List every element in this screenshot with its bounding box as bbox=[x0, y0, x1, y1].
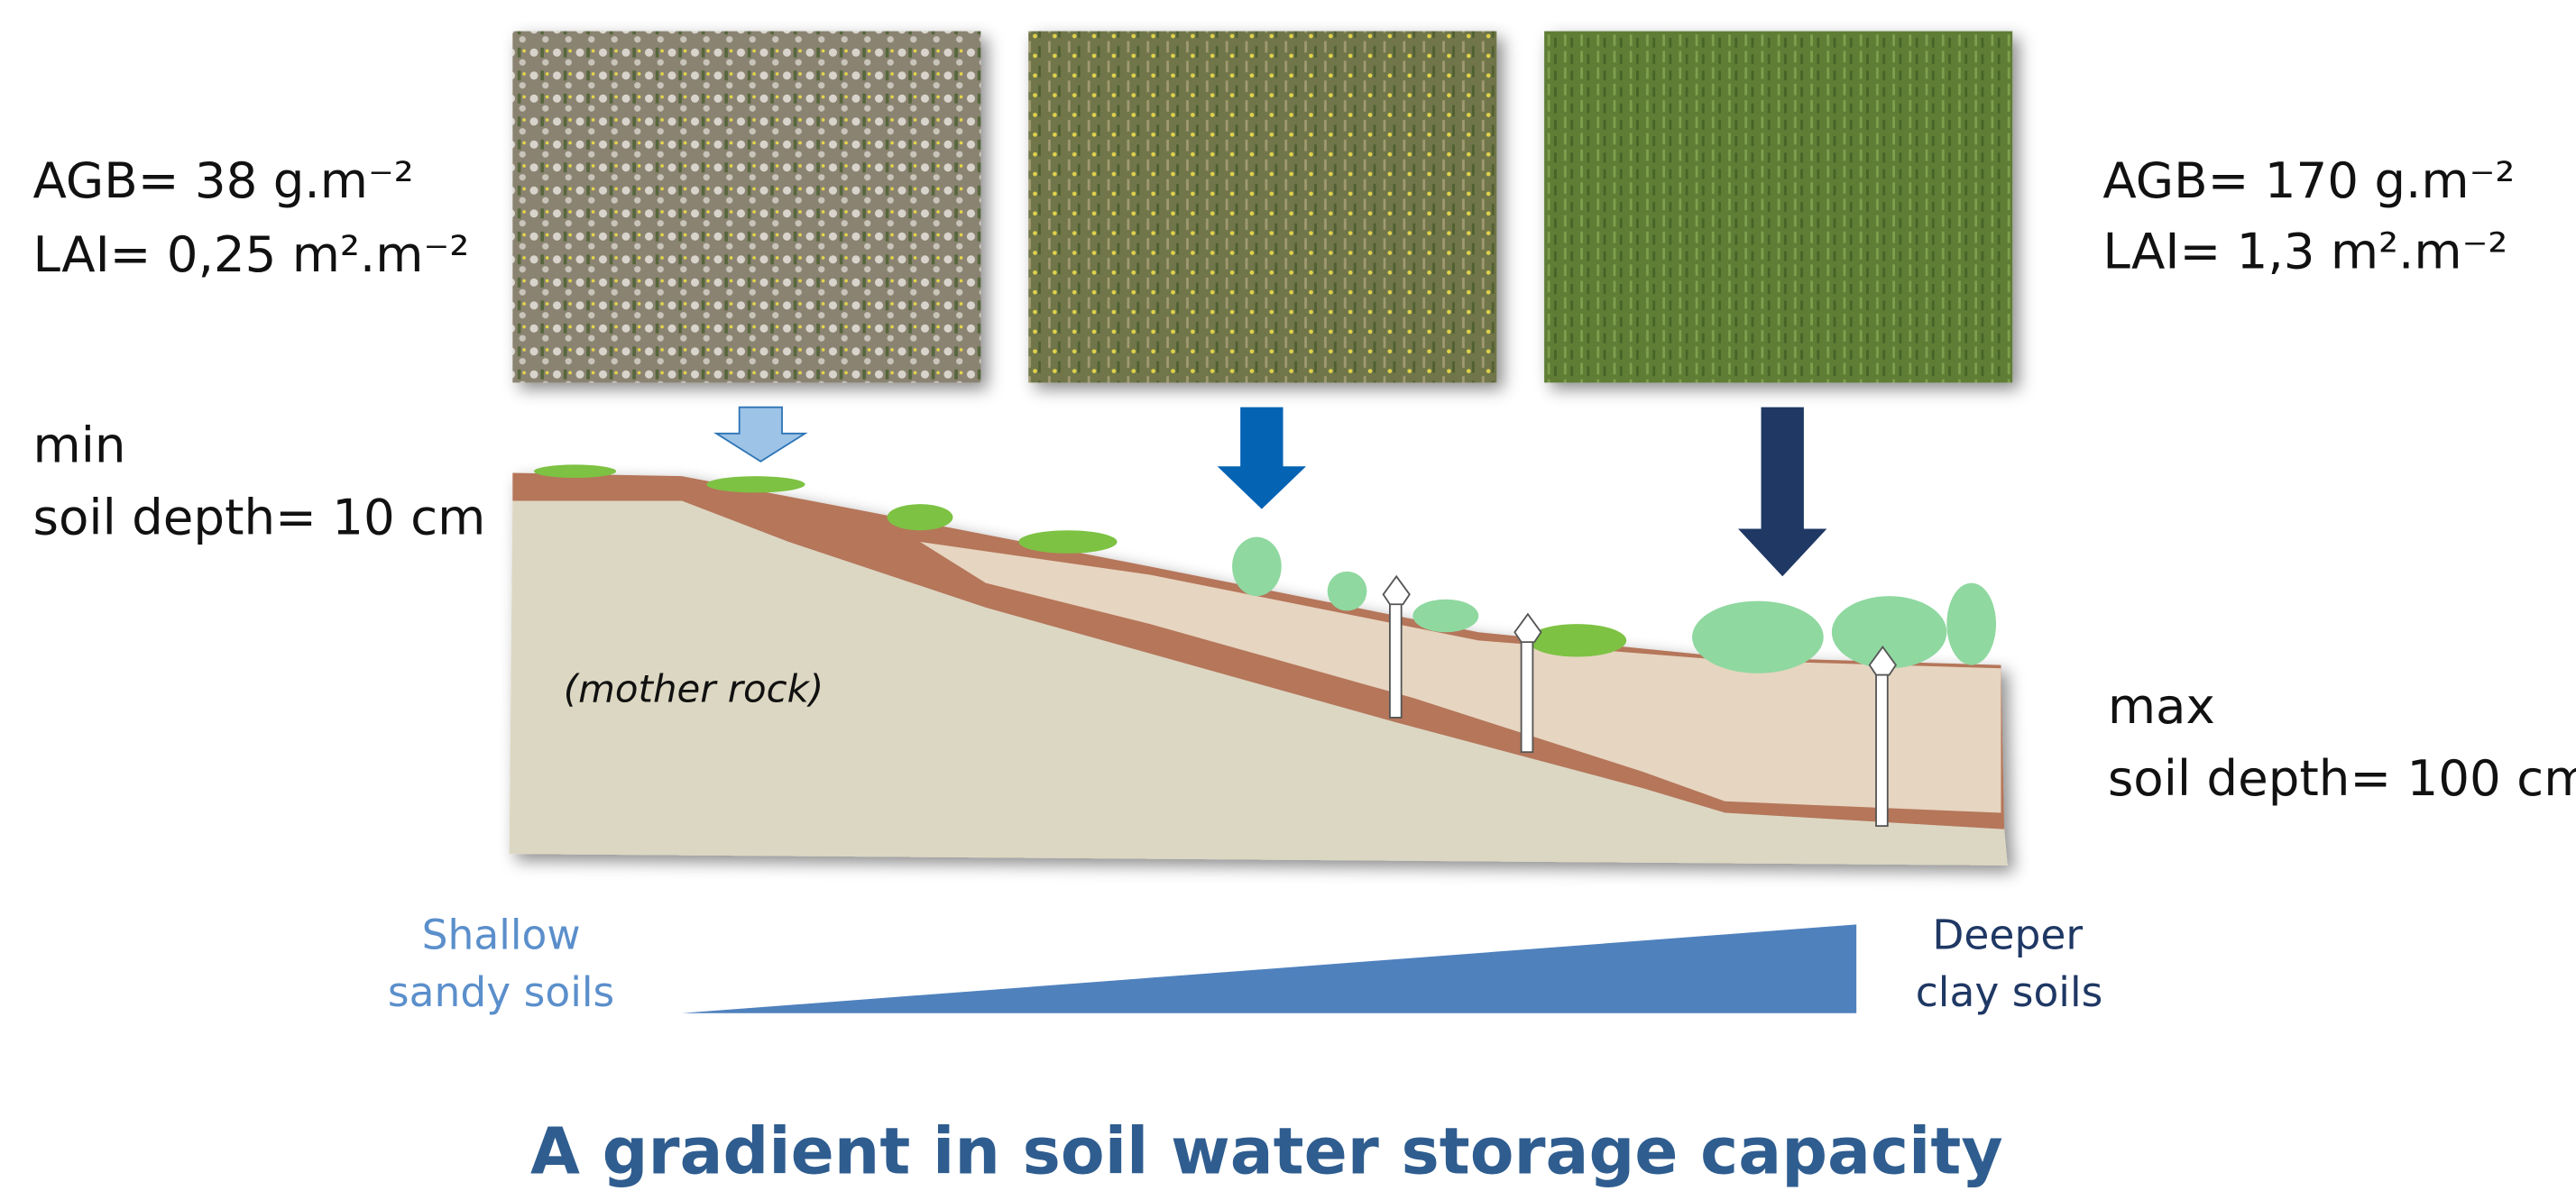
right-soil-depth: soil depth= 100 cm bbox=[2108, 749, 2576, 807]
mother-rock bbox=[509, 500, 2008, 866]
root-zone bbox=[920, 542, 2001, 813]
left-depth-level: min bbox=[33, 416, 126, 473]
arrow-light bbox=[713, 406, 808, 463]
gradient-left: Shallow bbox=[422, 911, 581, 958]
rock-label: (mother rock) bbox=[564, 666, 823, 710]
gradient-left: sandy soils bbox=[388, 968, 614, 1016]
vegetation bbox=[534, 464, 1996, 673]
arrow-dark bbox=[1738, 407, 1827, 577]
gradient-wedge bbox=[681, 924, 1857, 1013]
right-lai: LAI= 1,3 m².m⁻² bbox=[2102, 222, 2507, 279]
title: A gradient in soil water storage capacit… bbox=[530, 1114, 2003, 1189]
left-lai: LAI= 0,25 m².m⁻² bbox=[33, 225, 470, 283]
arrow-medium bbox=[1217, 407, 1307, 509]
photo-sparse bbox=[512, 31, 981, 383]
gradient-right: clay soils bbox=[1916, 968, 2103, 1016]
left-soil-depth: soil depth= 10 cm bbox=[33, 488, 486, 545]
right-depth-level: max bbox=[2108, 677, 2215, 735]
soil-profile bbox=[509, 472, 2008, 866]
photo-dense bbox=[1544, 31, 2013, 383]
probes bbox=[1382, 574, 1897, 828]
gradient-right: Deeper bbox=[1932, 911, 2083, 958]
photo-medium bbox=[1028, 31, 1497, 383]
right-agb: AGB= 170 g.m⁻² bbox=[2102, 151, 2515, 209]
left-agb: AGB= 38 g.m⁻² bbox=[33, 151, 414, 209]
